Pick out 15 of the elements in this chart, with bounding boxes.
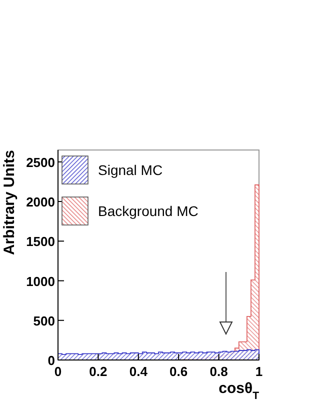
y-tick-label: 1000 [26,274,55,289]
x-tick-label: 0.4 [129,364,148,379]
x-tick-label: 0.8 [210,364,228,379]
legend-label: Background MC [98,203,198,219]
x-tick-label: 0.2 [89,364,108,379]
y-tick-label: 0 [48,353,55,368]
y-tick-label: 2500 [26,154,55,170]
y-tick-label: 1500 [26,234,55,250]
x-tick-label: 0.6 [170,364,188,379]
x-tick-label: 1 [255,364,263,379]
legend-label: Signal MC [98,162,163,178]
y-tick-label: 2000 [26,194,55,210]
y-tick-label: 500 [33,313,55,328]
y-axis-title: Arbitrary Units [1,150,18,256]
x-axis-title: cosθ$_{T}$ [218,380,260,402]
